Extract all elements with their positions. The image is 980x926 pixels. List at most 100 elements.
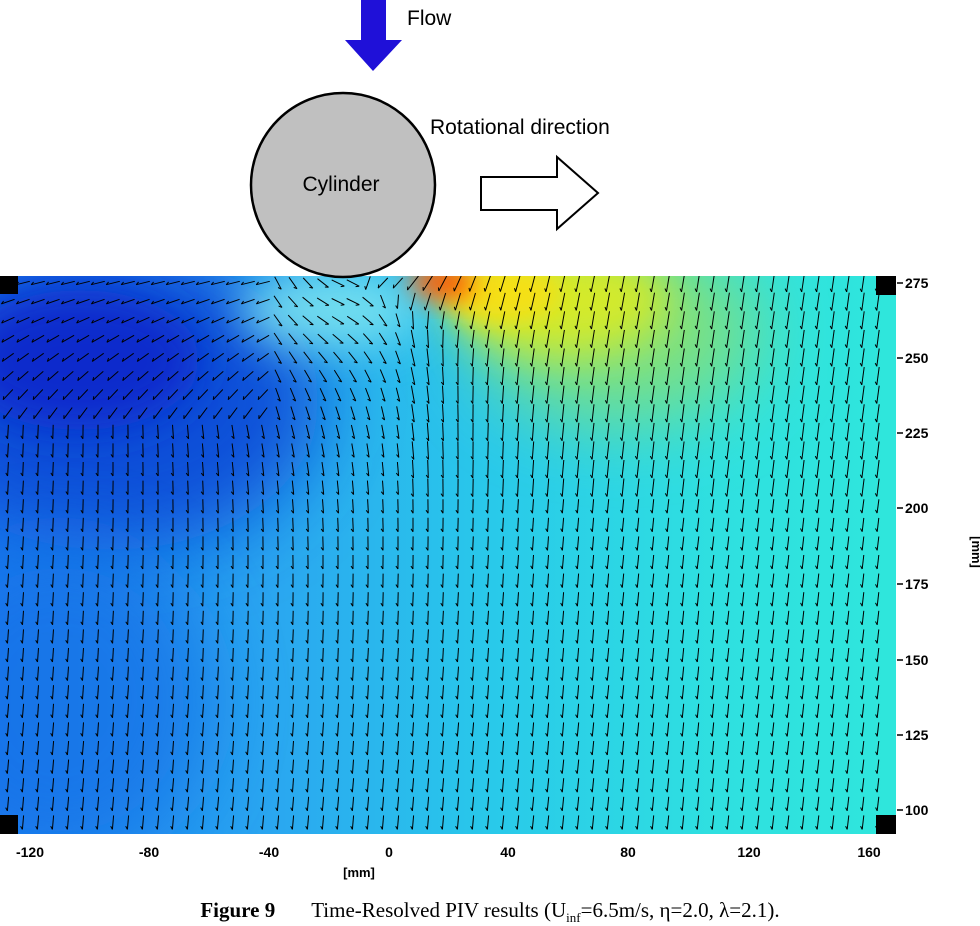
- velocity-vector-head: [153, 396, 154, 400]
- velocity-vector: [53, 518, 54, 532]
- x-tick-label: -40: [259, 844, 279, 860]
- velocity-vector-head: [93, 396, 94, 400]
- velocity-vector: [443, 330, 444, 348]
- velocity-vector-head: [356, 305, 360, 306]
- velocity-vector: [203, 611, 204, 625]
- velocity-vector: [488, 518, 489, 532]
- y-tick-label: 275: [905, 275, 929, 291]
- velocity-vector: [293, 629, 294, 643]
- velocity-vector-head: [469, 288, 470, 292]
- velocity-vector-head: [78, 396, 79, 400]
- corner-marker-bottom-left: [0, 815, 18, 834]
- velocity-vector: [233, 648, 234, 662]
- velocity-vector-head: [18, 396, 19, 400]
- velocity-vector-head: [243, 396, 244, 400]
- cylinder: Cylinder: [251, 93, 435, 277]
- velocity-vector-head: [341, 305, 345, 306]
- velocity-vector-head: [3, 396, 4, 400]
- velocity-vector: [488, 536, 489, 550]
- velocity-vector: [308, 518, 309, 532]
- velocity-vector: [278, 629, 279, 643]
- velocity-vector: [293, 518, 294, 532]
- velocity-vector: [53, 536, 54, 550]
- velocity-vector: [278, 648, 279, 662]
- velocity-vector-head: [325, 343, 329, 344]
- velocity-vector: [488, 479, 489, 497]
- velocity-vector: [23, 425, 24, 439]
- velocity-vector-head: [258, 396, 259, 400]
- velocity-vector-head: [168, 396, 169, 400]
- velocity-vector: [68, 555, 69, 569]
- velocity-vector-head: [454, 288, 455, 292]
- y-axis: 275 250 225 200 175 150 125 100 [mm]: [897, 275, 980, 818]
- velocity-vector: [413, 479, 414, 497]
- velocity-vector-head: [341, 286, 345, 287]
- velocity-vector: [458, 574, 459, 588]
- x-tick-label: 40: [500, 844, 516, 860]
- x-axis-label: [mm]: [343, 865, 375, 880]
- caption-text: Time-Resolved PIV results (U: [311, 898, 566, 922]
- velocity-vector: [173, 462, 174, 476]
- velocity-vector: [158, 629, 159, 643]
- corner-marker-top-right: [876, 276, 896, 295]
- velocity-vector-head: [123, 396, 124, 400]
- velocity-vector: [488, 423, 489, 441]
- x-tick-label: 120: [737, 844, 761, 860]
- velocity-vector: [488, 460, 489, 478]
- velocity-vector: [278, 518, 279, 532]
- velocity-vector: [188, 611, 189, 625]
- y-tick-label: 175: [905, 576, 929, 592]
- velocity-vector-head: [33, 396, 34, 400]
- velocity-vector: [323, 518, 324, 532]
- velocity-vector-head: [63, 396, 64, 400]
- velocity-vector: [263, 518, 264, 532]
- velocity-vector: [113, 592, 114, 606]
- velocity-vector-head: [378, 285, 379, 289]
- velocity-vector: [443, 441, 444, 459]
- x-tick-label: -120: [16, 844, 44, 860]
- velocity-vector: [458, 555, 459, 569]
- caption-text-end: =6.5m/s, η=2.0, λ=2.1).: [581, 898, 780, 922]
- velocity-vector: [413, 611, 414, 625]
- velocity-vector: [68, 536, 69, 550]
- velocity-vector: [338, 518, 339, 532]
- velocity-vector: [398, 611, 399, 625]
- velocity-vector: [293, 648, 294, 662]
- velocity-vector: [248, 648, 249, 662]
- velocity-vector-head: [228, 396, 229, 400]
- x-axis: -120 -80 -40 0 40 80 120 160 [mm]: [16, 844, 881, 880]
- velocity-vector: [263, 629, 264, 643]
- velocity-vector: [158, 443, 159, 457]
- velocity-vector: [143, 592, 144, 606]
- velocity-vector: [383, 499, 384, 513]
- velocity-vector: [38, 462, 39, 476]
- velocity-vector: [68, 499, 69, 513]
- velocity-vector: [368, 611, 369, 625]
- rotation-arrow-icon: [481, 157, 598, 229]
- velocity-vector: [128, 592, 129, 606]
- velocity-vector: [308, 629, 309, 643]
- velocity-vector: [143, 611, 144, 625]
- velocity-vector: [218, 648, 219, 662]
- velocity-vector: [383, 611, 384, 625]
- velocity-vector-head: [370, 324, 374, 325]
- velocity-vector: [158, 592, 159, 606]
- velocity-colormap: [0, 240, 896, 860]
- y-tick-label: 225: [905, 425, 929, 441]
- velocity-vector: [128, 611, 129, 625]
- velocity-vector-head: [183, 396, 184, 400]
- y-tick-label: 250: [905, 350, 929, 366]
- velocity-vector: [98, 574, 99, 588]
- velocity-vector: [428, 460, 429, 478]
- velocity-vector: [233, 629, 234, 643]
- velocity-vector: [83, 574, 84, 588]
- velocity-vector: [38, 425, 39, 439]
- velocity-vector: [173, 611, 174, 625]
- velocity-vector: [83, 518, 84, 532]
- velocity-vector: [113, 574, 114, 588]
- velocity-vector: [113, 555, 114, 569]
- velocity-vector: [83, 555, 84, 569]
- velocity-vector: [323, 629, 324, 643]
- figure-number: Figure 9: [200, 898, 275, 922]
